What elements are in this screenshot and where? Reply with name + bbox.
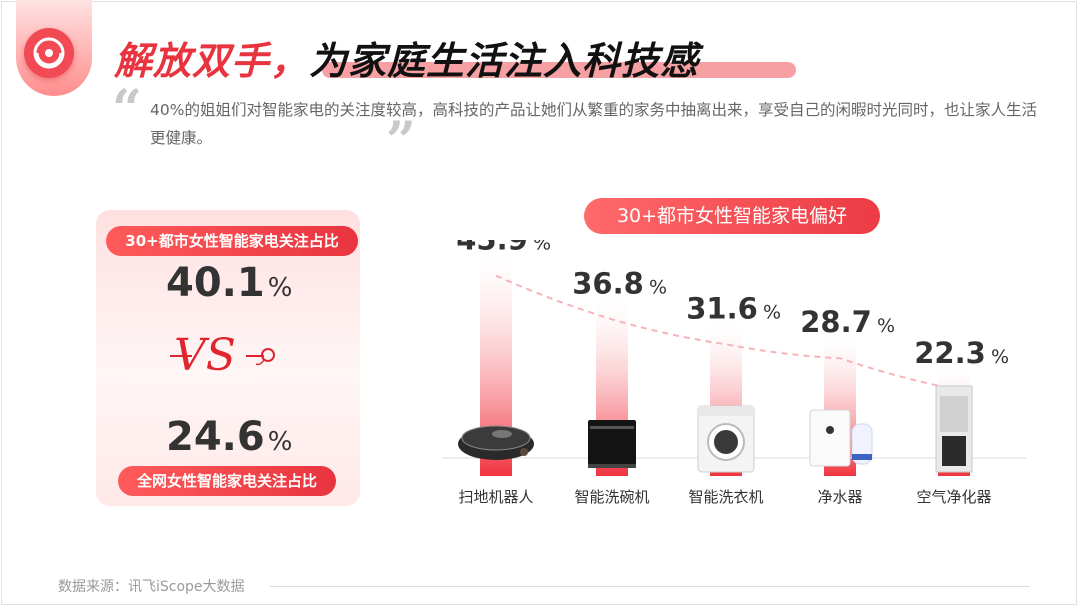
top-value-percent: % <box>267 273 293 303</box>
bottom-value-number: 24.6 <box>166 414 265 460</box>
category-label-1: 扫地机器人 <box>458 488 533 506</box>
value-percent-5: % <box>991 346 1009 368</box>
logo-icon <box>24 28 74 78</box>
bottom-value: 24.6% <box>166 414 292 460</box>
value-percent-3: % <box>763 301 781 323</box>
category-label-5: 空气净化器 <box>916 488 991 506</box>
title-underline <box>322 62 796 78</box>
title-part-2: 为家庭生活注入科技感 <box>309 39 700 83</box>
value-percent-1: % <box>533 240 551 255</box>
value-percent-2: % <box>649 276 667 298</box>
top-value-number: 40.1 <box>166 260 265 306</box>
bottom-value-percent: % <box>267 427 293 457</box>
data-source: 数据来源：讯飞iScope大数据 <box>58 579 245 595</box>
page-title: 解放双手，为家庭生活注入科技感 <box>114 30 699 85</box>
water-purifier-icon <box>809 409 873 467</box>
vs-rose-icon <box>170 348 275 366</box>
value-label-2: 36.8 <box>572 266 644 300</box>
air-purifier-icon <box>935 385 973 473</box>
category-label-3: 智能洗衣机 <box>688 488 763 506</box>
chart-title: 30+都市女性智能家电偏好 <box>584 198 880 234</box>
washing-machine-icon <box>697 405 755 473</box>
title-part-1: 解放双手， <box>114 39 310 83</box>
comparison-panel <box>96 210 360 506</box>
footer-divider <box>270 586 1030 587</box>
open-quote-icon: “ <box>112 79 142 140</box>
quote-text: 40%的姐姐们对智能家电的关注度较高，高科技的产品让她们从繁重的家务中抽离出来，… <box>150 101 1037 147</box>
top-value: 40.1% <box>166 260 292 306</box>
sweeping-robot-icon <box>458 425 534 460</box>
value-percent-4: % <box>877 315 895 337</box>
value-label-5: 22.3 <box>914 336 986 370</box>
dishwasher-icon <box>588 420 636 468</box>
bottom-label-pill: 全网女性智能家电关注占比 <box>118 466 336 496</box>
value-label-4: 28.7 <box>800 305 872 339</box>
value-label-3: 31.6 <box>686 291 758 325</box>
category-label-4: 净水器 <box>817 488 862 506</box>
value-label-1: 45.9 <box>456 240 528 257</box>
top-label-pill: 30+都市女性智能家电关注占比 <box>106 226 358 256</box>
bar-chart: 45.9% 扫地机器人 36.8% 智能洗碗机 31.6% 智能洗衣机 28.7% 净水器 22… <box>442 240 1026 506</box>
trend-line <box>495 274 955 390</box>
close-quote-icon: ” <box>386 111 416 172</box>
category-label-2: 智能洗碗机 <box>574 488 649 506</box>
